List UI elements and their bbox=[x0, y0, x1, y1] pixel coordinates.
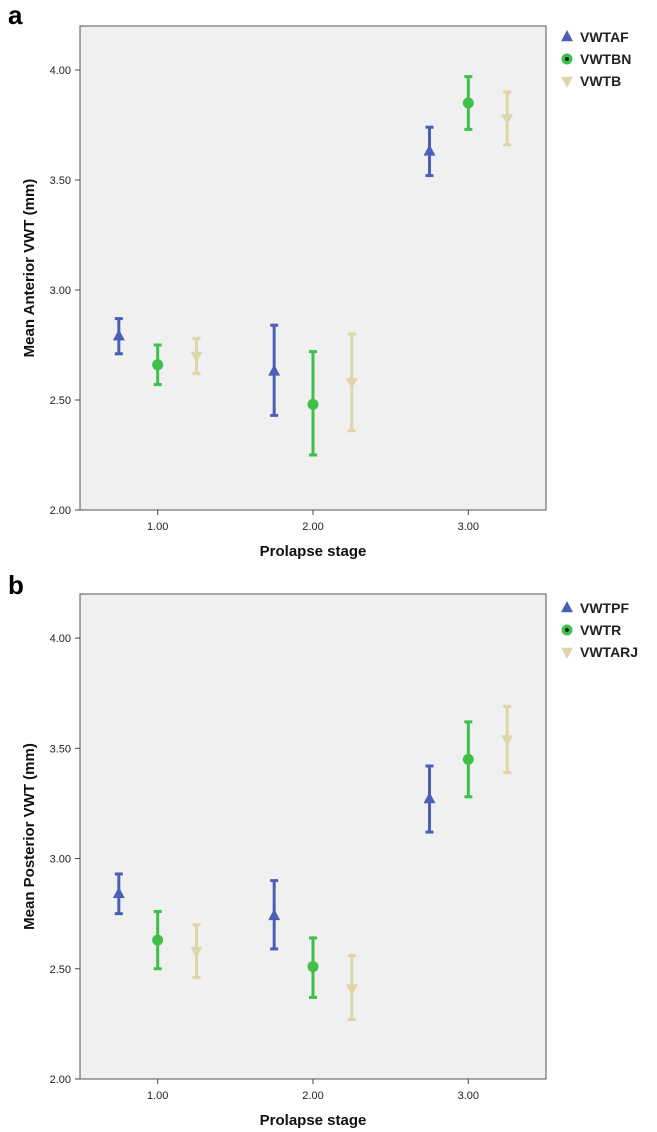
x-tick-label: 3.00 bbox=[458, 521, 479, 533]
legend-label: VWTBN bbox=[580, 51, 631, 67]
legend-marker-vwtarj bbox=[561, 647, 573, 659]
legend-label: VWTAF bbox=[580, 29, 629, 45]
data-point-vwtarj bbox=[190, 946, 203, 959]
x-tick-label: 3.00 bbox=[458, 1090, 479, 1102]
legend-label: VWTB bbox=[580, 73, 621, 89]
y-tick-label: 4.00 bbox=[50, 633, 71, 645]
y-tick-label: 3.00 bbox=[50, 285, 71, 297]
x-tick-label: 1.00 bbox=[147, 521, 168, 533]
data-point-vwtarj bbox=[501, 735, 514, 747]
y-axis-title: Mean Anterior VWT (mm) bbox=[21, 179, 38, 358]
x-axis-title: Prolapse stage bbox=[260, 543, 367, 560]
legend-marker-vwtaf bbox=[561, 30, 573, 42]
y-tick-label: 3.50 bbox=[50, 175, 71, 187]
x-tick-label: 2.00 bbox=[302, 1090, 323, 1102]
data-point-vwtb bbox=[345, 378, 358, 390]
panel-letter: a bbox=[8, 0, 23, 30]
legend-marker-vwtb bbox=[561, 76, 573, 88]
data-point-vwtbn bbox=[462, 97, 474, 109]
data-point-vwtb bbox=[501, 114, 514, 126]
data-point-vwtbn bbox=[307, 398, 319, 410]
y-axis-title: Mean Posterior VWT (mm) bbox=[21, 743, 38, 930]
y-tick-label: 3.00 bbox=[50, 854, 71, 866]
data-point-vwtb bbox=[190, 351, 203, 363]
data-point-vwtr bbox=[307, 961, 319, 973]
data-point-vwtpf bbox=[268, 908, 281, 921]
y-tick-label: 3.50 bbox=[50, 743, 71, 755]
legend-marker-dot bbox=[565, 57, 569, 61]
data-point-vwtarj bbox=[345, 984, 358, 996]
y-tick-label: 2.00 bbox=[50, 505, 71, 517]
data-point-vwtr bbox=[152, 934, 164, 946]
panel-letter: b bbox=[8, 570, 24, 600]
data-point-vwtaf bbox=[423, 144, 436, 156]
x-axis-title: Prolapse stage bbox=[260, 1112, 367, 1129]
legend-label: VWTARJ bbox=[580, 644, 638, 660]
y-tick-label: 4.00 bbox=[50, 65, 71, 77]
legend-label: VWTPF bbox=[580, 600, 629, 616]
x-tick-label: 1.00 bbox=[147, 1090, 168, 1102]
legend-marker-vwtpf bbox=[561, 601, 573, 613]
data-point-vwtr bbox=[462, 753, 474, 765]
y-tick-label: 2.50 bbox=[50, 395, 71, 407]
legend-label: VWTR bbox=[580, 622, 621, 638]
legend-marker-dot bbox=[565, 628, 569, 632]
y-tick-label: 2.50 bbox=[50, 964, 71, 976]
plot-area bbox=[79, 593, 547, 1080]
data-point-vwtaf bbox=[112, 329, 125, 341]
x-tick-label: 2.00 bbox=[302, 521, 323, 533]
data-point-vwtbn bbox=[152, 359, 164, 371]
data-point-vwtaf bbox=[268, 364, 281, 376]
data-point-vwtpf bbox=[112, 886, 125, 899]
y-tick-label: 2.00 bbox=[50, 1074, 71, 1086]
data-point-vwtpf bbox=[423, 792, 436, 804]
